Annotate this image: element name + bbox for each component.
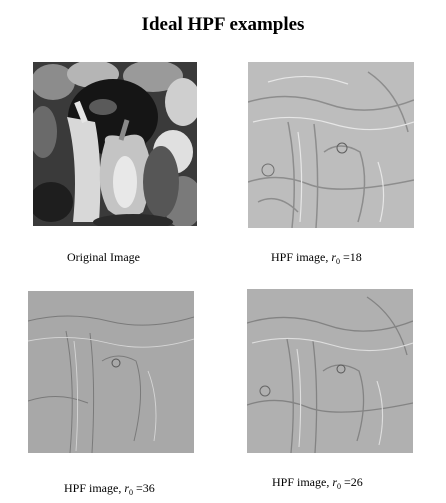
original-image (33, 62, 197, 226)
page-title: Ideal HPF examples (141, 14, 305, 35)
caption-hpf-18: HPF image, r0 =18 (271, 250, 362, 266)
hpf-image-r36 (28, 291, 194, 453)
hpf-image-r18 (248, 62, 414, 228)
hpf-image-r26 (247, 289, 413, 453)
caption-hpf-36: HPF image, r0 =36 (64, 481, 155, 497)
caption-original: Original Image (67, 250, 140, 264)
caption-hpf-26: HPF image, r0 =26 (272, 475, 363, 491)
